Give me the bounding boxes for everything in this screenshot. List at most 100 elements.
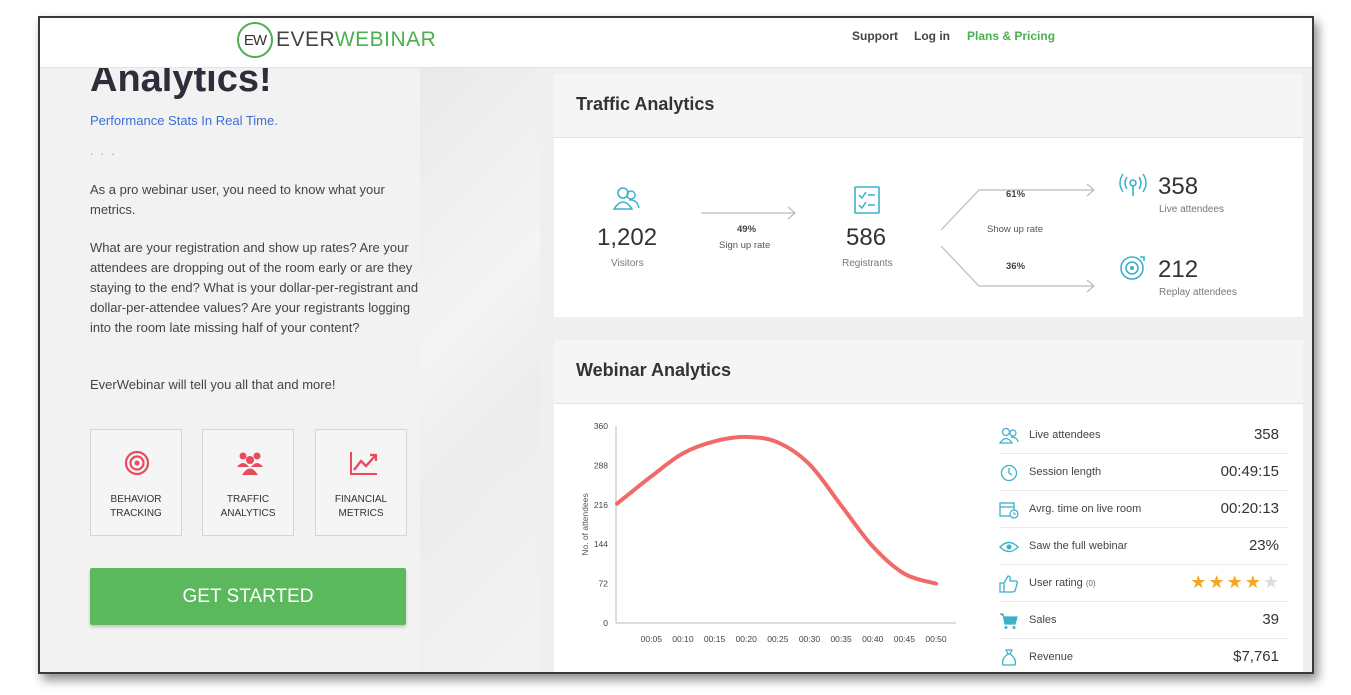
x-tick-label: 00:35: [830, 634, 852, 644]
metric-label: Avrg. time on live room: [1029, 503, 1142, 515]
live-attendees-count: 358: [1158, 173, 1199, 200]
x-tick-label: 00:45: [894, 634, 916, 644]
replay-attendees-label: Replay attendees: [1159, 287, 1237, 298]
x-tick-label: 00:05: [641, 634, 663, 644]
y-tick-label: 144: [594, 539, 608, 549]
eye-icon: [999, 541, 1019, 553]
visitors-count: 1,202: [597, 224, 658, 251]
logo-mark: EW: [237, 22, 273, 58]
y-tick-label: 0: [603, 618, 608, 628]
metric-revenue: Revenue $7,761: [999, 640, 1289, 672]
x-tick-label: 00:25: [767, 634, 789, 644]
metric-label: Saw the full webinar: [1029, 540, 1128, 552]
visitors-icon: [612, 187, 640, 210]
x-tick-label: 00:30: [799, 634, 821, 644]
metric-value: $7,761: [1233, 648, 1279, 665]
metric-value: 39: [1262, 611, 1279, 628]
intro-paragraph: As a pro webinar user, you need to know …: [90, 182, 385, 217]
metric-sales: Sales 39: [999, 603, 1289, 639]
replay-attendees-count: 212: [1158, 256, 1199, 283]
replay-icon: [1120, 256, 1145, 280]
people-icon: [237, 452, 263, 475]
everwebinar-logo[interactable]: EW EVERWEBINAR: [237, 22, 436, 58]
y-tick-label: 72: [599, 579, 609, 589]
card-header: Traffic Analytics: [554, 74, 1303, 138]
x-tick-label: 00:10: [672, 634, 694, 644]
webinar-analytics-card: Webinar Analytics 0 72 144 216 288 360 No. of …: [554, 340, 1303, 672]
logo-wordmark: EVERWEBINAR: [276, 28, 436, 52]
logo-prefix: EVER: [276, 28, 335, 51]
showup-rate-top-value: 61%: [1006, 189, 1026, 200]
metric-session-length: Session length 00:49:15: [999, 455, 1289, 491]
traffic-analytics-card: Traffic Analytics 1,202 Visitors 49% Sig…: [554, 74, 1303, 317]
star-empty-icon: ★: [1262, 572, 1281, 592]
x-tick-label: 00:20: [736, 634, 758, 644]
rating-stars[interactable]: ★★★★★: [1190, 572, 1281, 593]
card-title: Traffic Analytics: [576, 94, 715, 114]
metric-label: Live attendees: [1029, 429, 1101, 441]
top-navigation-bar: EW EVERWEBINAR Support Log in Plans & Pr…: [40, 18, 1312, 68]
arrow-right-icon: [701, 206, 796, 220]
metric-value: 358: [1253, 426, 1279, 443]
showup-rate-bottom-value: 36%: [1006, 261, 1026, 272]
attendees-series-line: [615, 434, 938, 586]
feature-label: BEHAVIOR TRACKING: [110, 494, 162, 519]
people-icon: [999, 427, 1019, 444]
page-subtitle: Performance Stats In Real Time.: [90, 113, 278, 128]
registrants-label: Registrants: [842, 258, 893, 269]
star-icon: ★: [1244, 572, 1263, 592]
feature-behavior-tracking[interactable]: BEHAVIOR TRACKING: [90, 429, 182, 536]
questions-paragraph: What are your registration and show up r…: [90, 240, 419, 335]
calendar-clock-icon: [999, 502, 1019, 519]
trend-chart-icon: [350, 452, 378, 475]
signup-rate-label: Sign up rate: [719, 240, 771, 251]
metric-value: 23%: [1248, 537, 1279, 554]
x-tick-label: 00:50: [925, 634, 947, 644]
metric-value: 00:49:15: [1220, 463, 1279, 480]
y-tick-label: 360: [594, 421, 608, 431]
browser-frame: EW EVERWEBINAR Support Log in Plans & Pr…: [38, 16, 1314, 674]
nav-support-link[interactable]: Support: [852, 29, 898, 43]
attendees-line-chart: 0 72 144 216 288 360 No. of attendees 00:05 00:1…: [580, 421, 956, 644]
thumbs-up-icon: [999, 575, 1018, 593]
live-attendees-label: Live attendees: [1159, 204, 1225, 215]
separator-dots: . . .: [90, 144, 117, 158]
checklist-icon: [854, 186, 880, 214]
star-icon: ★: [1208, 572, 1227, 592]
feature-financial-metrics[interactable]: FINANCIAL METRICS: [315, 429, 407, 536]
metric-saw-full-webinar: Saw the full webinar 23%: [999, 529, 1289, 565]
feature-label: TRAFFIC ANALYTICS: [220, 494, 276, 519]
money-bag-icon: [1001, 649, 1017, 666]
target-icon: [124, 450, 150, 476]
broadcast-icon: [1119, 173, 1147, 196]
x-tick-label: 00:15: [704, 634, 726, 644]
feature-label: FINANCIAL METRICS: [334, 494, 388, 519]
metric-avg-time: Avrg. time on live room 00:20:13: [999, 492, 1289, 528]
registrants-count: 586: [846, 224, 887, 251]
metric-label: Session length: [1029, 466, 1102, 478]
signup-rate-value: 49%: [737, 224, 757, 235]
get-started-button[interactable]: GET STARTED: [90, 568, 406, 625]
metric-label: User rating (0): [1029, 577, 1096, 589]
star-icon: ★: [1190, 572, 1209, 592]
feature-traffic-analytics[interactable]: TRAFFIC ANALYTICS: [202, 429, 294, 536]
metric-live-attendees: Live attendees 358: [999, 418, 1289, 454]
logo-suffix: WEBINAR: [334, 28, 437, 51]
nav-plans-pricing-link[interactable]: Plans & Pricing: [967, 29, 1056, 43]
y-axis-label: No. of attendees: [580, 493, 590, 555]
metric-label: Revenue: [1029, 651, 1074, 663]
x-tick-label: 00:40: [862, 634, 884, 644]
split-arrows-icon: [940, 183, 1095, 293]
metric-user-rating: User rating (0) ★★★★★: [999, 566, 1289, 602]
analytics-panel: Traffic Analytics 1,202 Visitors 49% Sig…: [540, 68, 1312, 672]
visitors-label: Visitors: [611, 258, 644, 269]
nav-login-link[interactable]: Log in: [914, 29, 950, 43]
closing-paragraph: EverWebinar will tell you all that and m…: [90, 377, 336, 392]
metric-value: 00:20:13: [1220, 500, 1279, 517]
y-tick-label: 216: [594, 500, 608, 510]
showup-rate-label: Show up rate: [987, 224, 1043, 235]
metric-label: Sales: [1029, 614, 1057, 626]
card-header: Webinar Analytics: [554, 340, 1303, 404]
y-tick-label: 288: [594, 460, 608, 470]
cart-icon: [1000, 613, 1018, 629]
